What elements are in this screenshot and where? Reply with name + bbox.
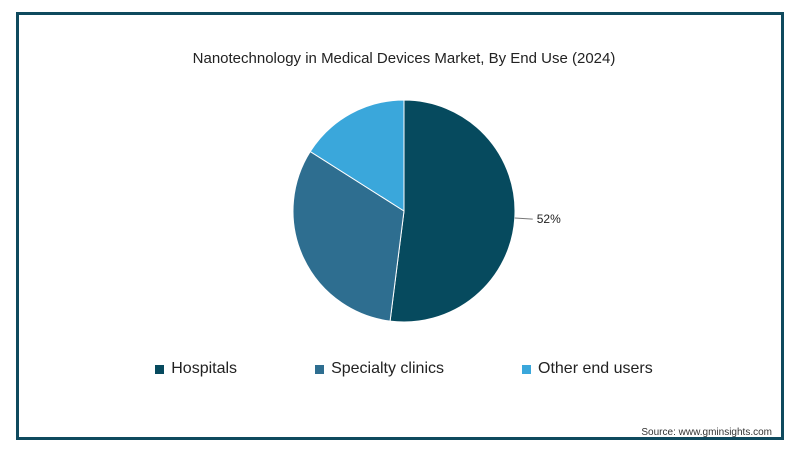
- source-note: Source: www.gminsights.com: [641, 427, 772, 438]
- legend-swatch-specialty-clinics: [315, 364, 325, 374]
- legend-item-specialty-clinics: Specialty clinics: [315, 360, 444, 378]
- pie-slice-hospitals: [389, 99, 516, 323]
- chart-legend: Hospitals Specialty clinics Other end us…: [0, 360, 808, 378]
- legend-label-specialty-clinics: Specialty clinics: [331, 360, 444, 377]
- legend-swatch-hospitals: [155, 364, 165, 374]
- legend-label-hospitals: Hospitals: [171, 360, 238, 377]
- legend-label-other-end-users: Other end users: [538, 360, 653, 377]
- legend-item-other-end-users: Other end users: [522, 360, 653, 378]
- legend-item-hospitals: Hospitals: [155, 360, 237, 378]
- legend-swatch-other-end-users: [522, 364, 531, 374]
- pie-slice-other-end-users: [309, 99, 405, 212]
- data-label-hospitals: 52%: [537, 212, 561, 226]
- chart-title: Nanotechnology in Medical Devices Market…: [192, 50, 616, 67]
- data-label-leader-line: [514, 217, 533, 220]
